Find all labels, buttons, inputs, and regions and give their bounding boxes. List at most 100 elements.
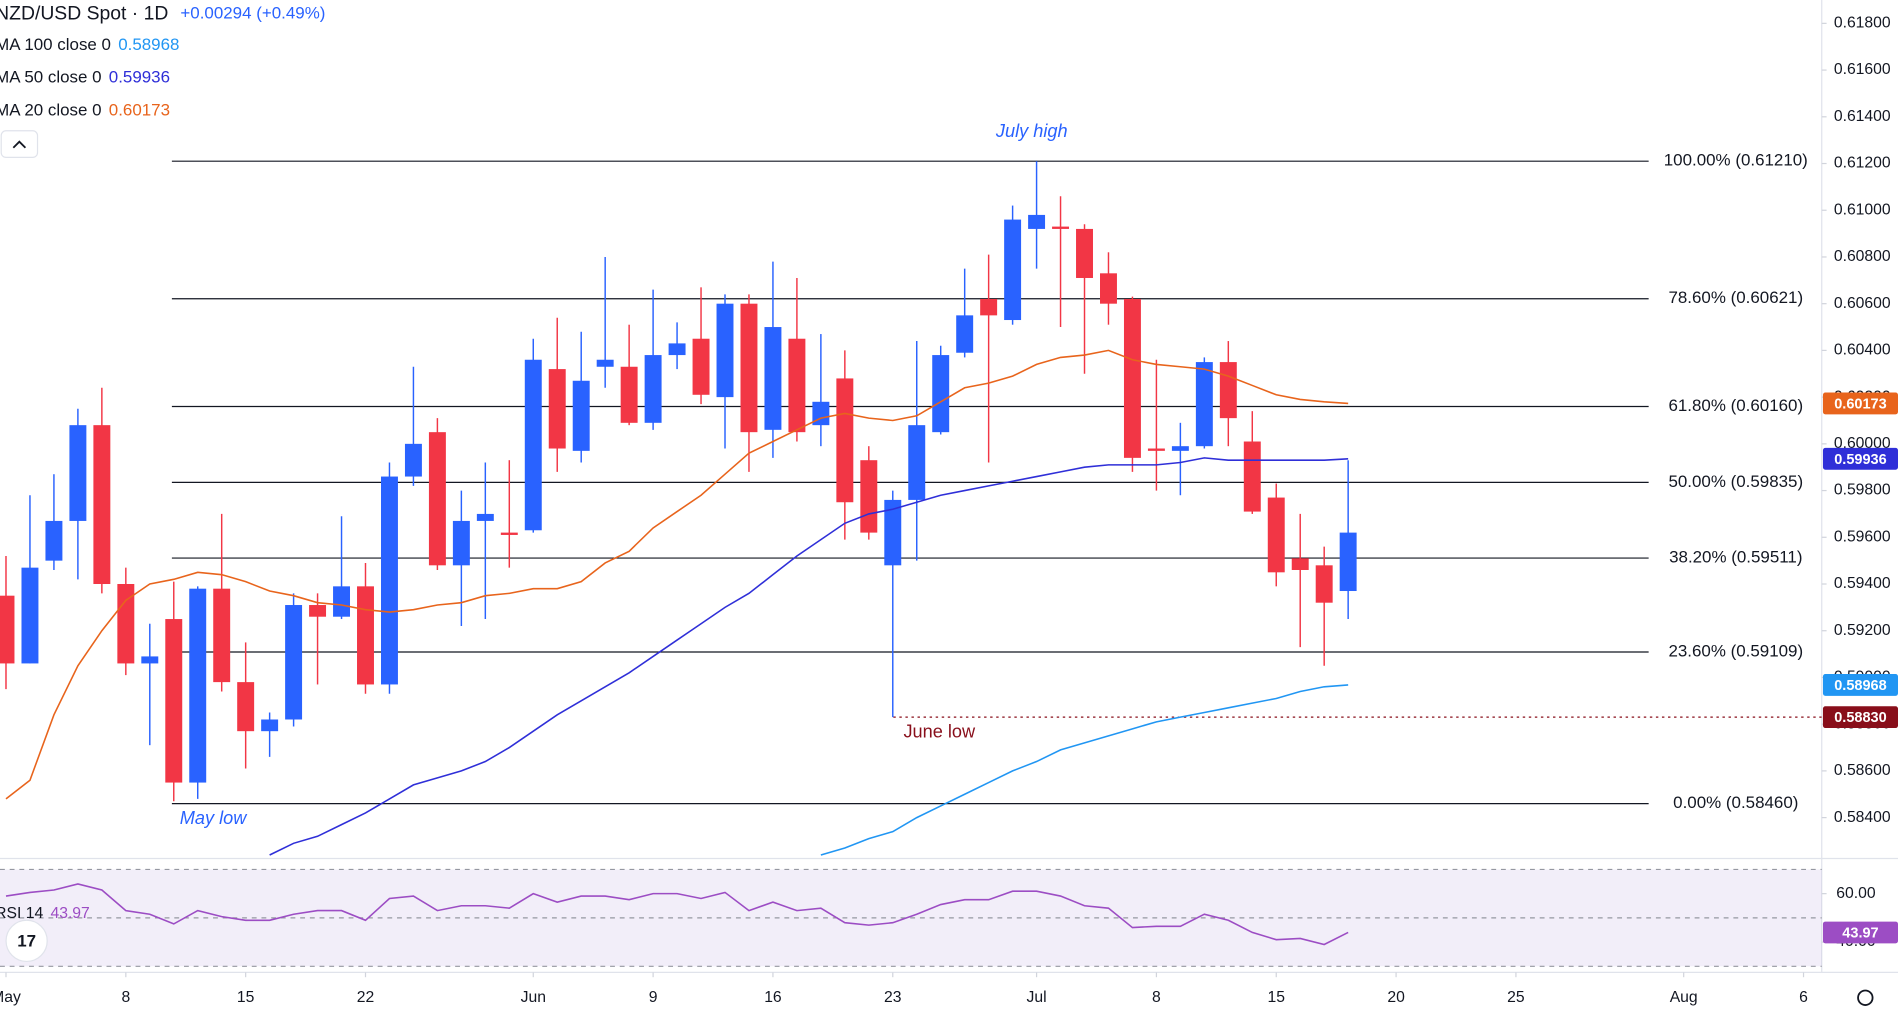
logo-mark: 17 xyxy=(17,932,36,951)
candle-body xyxy=(884,499,902,566)
candle-body xyxy=(1076,228,1093,278)
x-tick-label: 22 xyxy=(357,989,374,1006)
price-tag-label: 0.58968 xyxy=(1834,678,1886,694)
legend-entry: MA 20 close 0 0.60173 xyxy=(0,101,170,120)
candle-body xyxy=(380,476,398,685)
candle-body xyxy=(141,656,159,664)
candle-body xyxy=(644,355,662,423)
candle-body xyxy=(524,359,542,531)
legend-value: 0.59936 xyxy=(109,68,170,87)
candle-body xyxy=(285,605,303,720)
candle-body xyxy=(956,315,974,353)
candle-body xyxy=(980,299,998,316)
x-tick-label: Jul xyxy=(1027,989,1047,1006)
collapse-icon xyxy=(12,140,27,149)
axes: 0.584000.586000.588000.590000.592000.594… xyxy=(0,15,1898,1006)
price-tag-label: 0.60173 xyxy=(1834,396,1886,412)
candle-body xyxy=(93,425,111,585)
candle-body xyxy=(428,432,446,566)
fib-label: 61.80% (0.60160) xyxy=(1668,396,1803,415)
y-tick-label: 0.59400 xyxy=(1834,575,1891,592)
candle-body xyxy=(1291,558,1309,570)
candle-body xyxy=(836,378,854,503)
fib-label: 38.20% (0.59511) xyxy=(1669,548,1802,567)
candle-body xyxy=(908,425,926,500)
candle-body xyxy=(1100,273,1117,304)
fib-label: 50.00% (0.59835) xyxy=(1668,472,1803,491)
series-line xyxy=(5,349,1349,800)
y-tick-label: 0.59800 xyxy=(1834,482,1891,499)
candle-body xyxy=(1195,362,1213,447)
change: +0.00294 (+0.49%) xyxy=(180,4,325,23)
y-tick-label: 0.61400 xyxy=(1834,108,1891,125)
x-tick-label: Aug xyxy=(1670,989,1698,1006)
candle-body xyxy=(117,584,135,664)
price-tag xyxy=(1822,447,1898,470)
candle-body xyxy=(932,355,950,433)
rsi-value: 43.97 xyxy=(50,905,89,922)
price-tag-label: 0.58830 xyxy=(1834,710,1886,726)
symbol: NZD/USD Spot · 1D xyxy=(0,3,168,25)
price-tag xyxy=(1822,674,1898,696)
candle-body xyxy=(860,460,878,533)
candle-body xyxy=(668,343,686,356)
candle-body xyxy=(333,586,351,617)
candle-body xyxy=(1147,448,1165,451)
candle-body xyxy=(1243,441,1261,512)
y-tick-label: 0.58400 xyxy=(1834,809,1891,826)
legend-value: 0.58968 xyxy=(118,35,179,54)
y-tick-label: 0.61200 xyxy=(1834,155,1891,172)
candle-body xyxy=(740,303,758,433)
candle-body xyxy=(620,366,638,423)
y-tick-label: 0.59600 xyxy=(1834,528,1891,545)
candle-body xyxy=(764,327,782,430)
rsi-legend: RSI 14 43.97 xyxy=(0,905,90,922)
x-tick-label: 6 xyxy=(1799,989,1808,1006)
price-tag xyxy=(1822,706,1898,729)
settings-button[interactable] xyxy=(1857,989,1874,1006)
candle-body xyxy=(45,520,63,561)
candle-body xyxy=(812,401,830,426)
rsi-title: RSI 14 xyxy=(0,905,43,922)
chart-title: NZD/USD Spot · 1D +0.00294 (+0.49%) xyxy=(0,3,325,25)
y-tick-label: 60.00 xyxy=(1836,885,1876,902)
y-tick-label: 0.60800 xyxy=(1834,248,1891,265)
candle-body xyxy=(69,425,87,521)
candle-body xyxy=(357,586,374,685)
legend-value: 0.60173 xyxy=(109,101,170,120)
y-tick-label: 0.60000 xyxy=(1834,435,1891,452)
y-tick-label: 0.60600 xyxy=(1834,295,1891,312)
x-tick-label: 8 xyxy=(121,989,130,1006)
price-tag xyxy=(1822,392,1898,415)
x-tick-label: 20 xyxy=(1387,989,1405,1006)
legend-entry: MA 100 close 0 0.58968 xyxy=(0,35,179,54)
candle-body xyxy=(1219,362,1237,419)
y-tick-label: 0.61600 xyxy=(1834,61,1891,78)
candle-body xyxy=(500,532,518,535)
candle-body xyxy=(1171,446,1189,451)
candle-body xyxy=(596,359,614,367)
candle-body xyxy=(237,682,255,732)
legend: MA 100 close 0 0.58968 MA 50 close 0 0.5993… xyxy=(0,35,179,119)
fib-label: 100.00% (0.61210) xyxy=(1664,151,1808,170)
series-line xyxy=(820,684,1349,856)
candle-body xyxy=(1052,226,1070,229)
price-tag-label: 43.97 xyxy=(1842,926,1878,942)
candle-body xyxy=(404,443,422,477)
candle-body xyxy=(1315,565,1333,603)
x-tick-label: 15 xyxy=(237,989,255,1006)
candle-body xyxy=(189,588,207,783)
y-tick-label: 0.60400 xyxy=(1834,342,1891,359)
candle-body xyxy=(309,605,327,617)
fib-label: 78.60% (0.60621) xyxy=(1668,288,1803,307)
candle-body xyxy=(1339,532,1357,592)
candle-body xyxy=(548,369,566,449)
collapse-button[interactable] xyxy=(0,130,39,159)
logo[interactable] xyxy=(5,919,48,963)
candle-body xyxy=(716,303,734,398)
candle-body xyxy=(21,567,39,664)
x-tick-label: 15 xyxy=(1268,989,1286,1006)
